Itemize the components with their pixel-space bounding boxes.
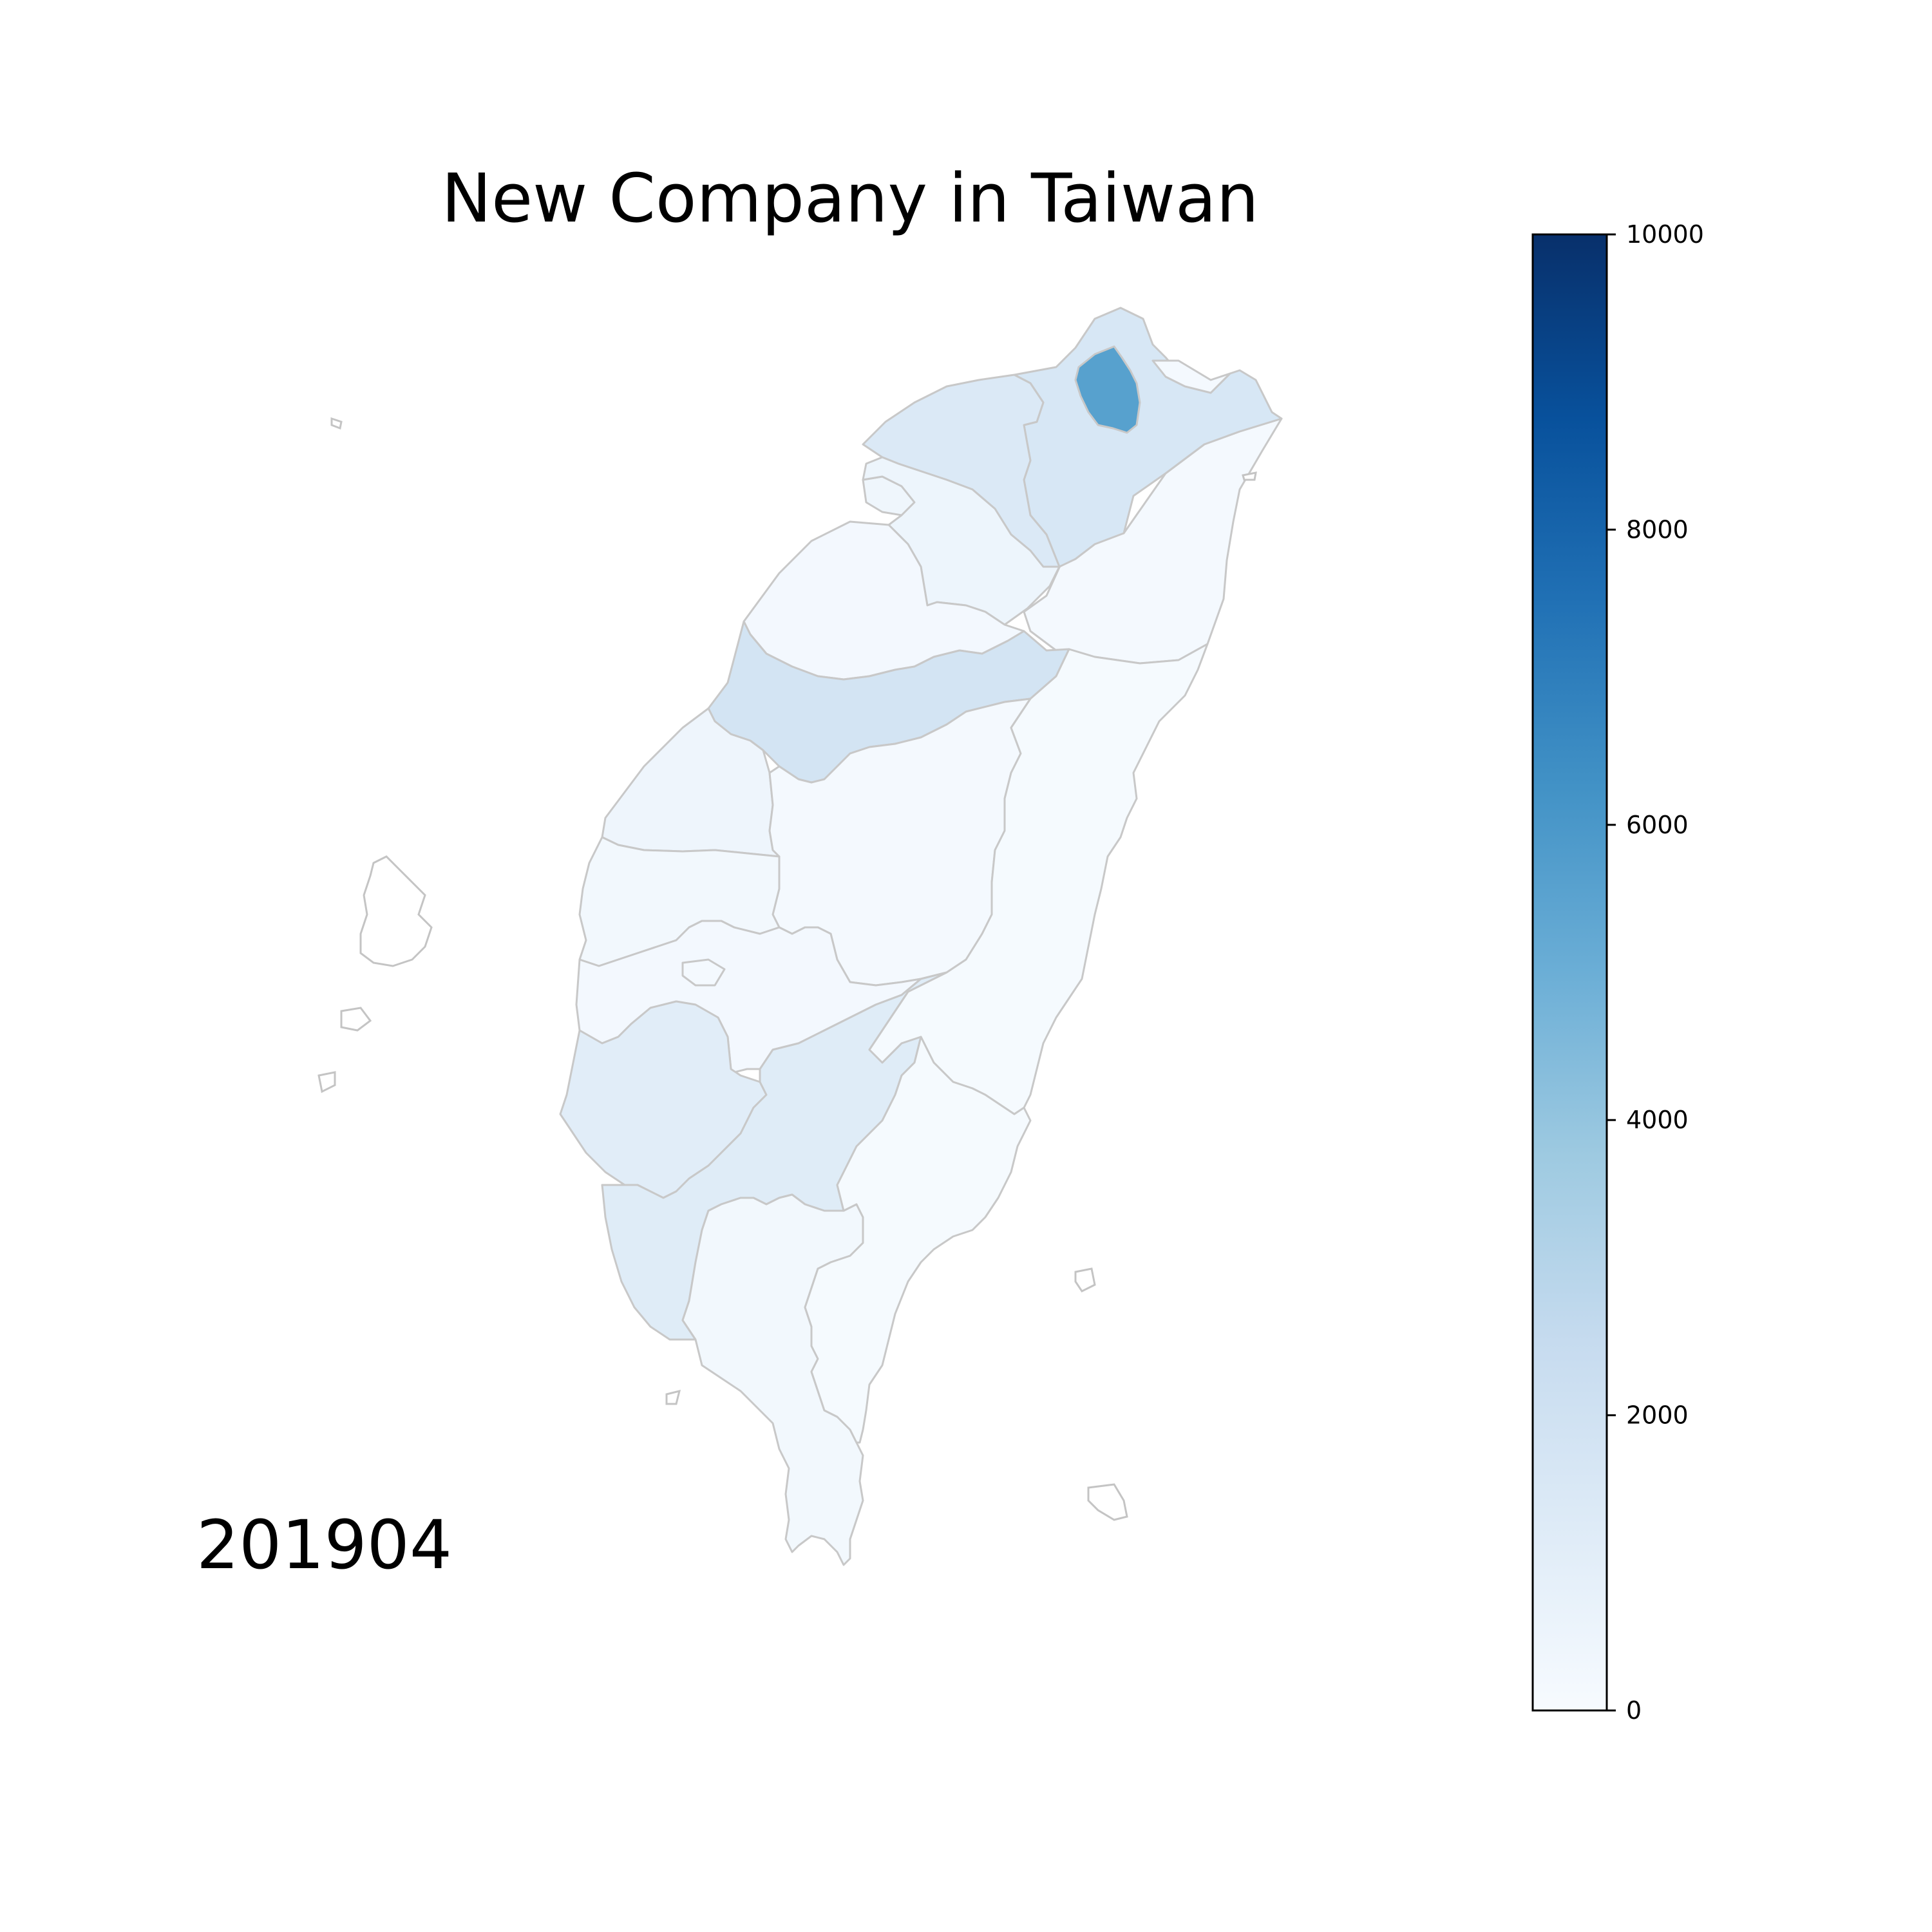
colorbar-tick-label-5: 10000 xyxy=(1626,220,1704,249)
guishan-island xyxy=(1242,471,1257,481)
region-chiayi-city xyxy=(681,958,726,987)
orchid-island xyxy=(1087,1483,1128,1521)
colorbar-tick-label-0: 0 xyxy=(1626,1696,1642,1725)
county-layer xyxy=(559,307,1283,1566)
colorbar-tick-label-4: 8000 xyxy=(1626,515,1689,544)
penghu-islet-south xyxy=(340,1007,372,1032)
outlying-islands xyxy=(317,417,1257,1521)
green-island xyxy=(1074,1267,1096,1293)
penghu-islands xyxy=(359,855,433,967)
map-title: New Company in Taiwan xyxy=(441,159,1258,238)
date-label: 201904 xyxy=(196,1506,452,1584)
region-keelung xyxy=(1151,359,1231,394)
region-taitung xyxy=(804,1036,1032,1444)
penghu-islet-west xyxy=(317,1071,336,1094)
colorbar-tick-label-3: 6000 xyxy=(1626,811,1689,839)
colorbar-gradient xyxy=(1531,233,1608,1712)
colorbar-tick-label-2: 4000 xyxy=(1626,1106,1689,1134)
liuqiu-island xyxy=(665,1389,681,1405)
colorbar: 0 2000 4000 6000 8000 10000 xyxy=(1531,220,1704,1725)
colorbar-ticks: 0 2000 4000 6000 8000 10000 xyxy=(1607,220,1704,1725)
colorbar-tick-label-1: 2000 xyxy=(1626,1401,1689,1430)
islet-northwest xyxy=(330,417,343,430)
region-taipei xyxy=(1074,345,1141,434)
